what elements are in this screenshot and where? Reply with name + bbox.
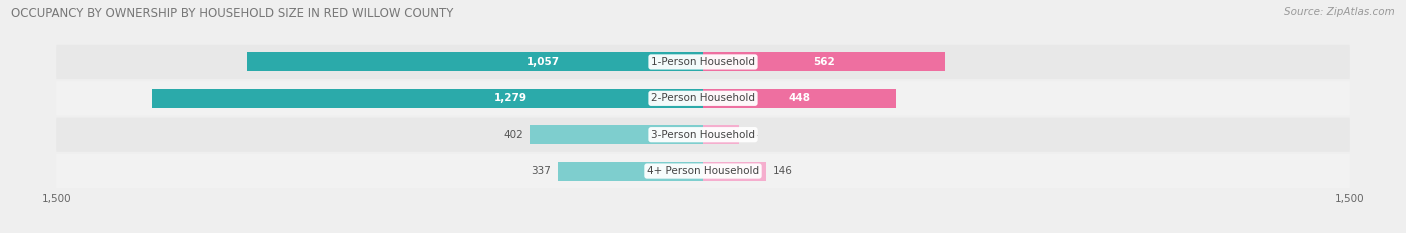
- Bar: [703, 89, 896, 108]
- Text: 2-Person Household: 2-Person Household: [651, 93, 755, 103]
- Bar: [703, 162, 766, 181]
- Text: 84: 84: [745, 130, 759, 140]
- FancyBboxPatch shape: [56, 118, 1350, 152]
- Text: 4+ Person Household: 4+ Person Household: [647, 166, 759, 176]
- Text: 562: 562: [813, 57, 835, 67]
- Text: 402: 402: [503, 130, 523, 140]
- Bar: [703, 125, 740, 144]
- Text: 337: 337: [531, 166, 551, 176]
- Text: 1,279: 1,279: [494, 93, 526, 103]
- Text: 3-Person Household: 3-Person Household: [651, 130, 755, 140]
- Bar: [530, 125, 703, 144]
- Text: OCCUPANCY BY OWNERSHIP BY HOUSEHOLD SIZE IN RED WILLOW COUNTY: OCCUPANCY BY OWNERSHIP BY HOUSEHOLD SIZE…: [11, 7, 454, 20]
- Bar: [247, 52, 703, 71]
- Bar: [152, 89, 703, 108]
- Text: 1,057: 1,057: [527, 57, 560, 67]
- FancyBboxPatch shape: [56, 154, 1350, 188]
- Bar: [558, 162, 703, 181]
- Text: 448: 448: [789, 93, 811, 103]
- Text: Source: ZipAtlas.com: Source: ZipAtlas.com: [1284, 7, 1395, 17]
- Text: 1-Person Household: 1-Person Household: [651, 57, 755, 67]
- Bar: [703, 52, 945, 71]
- Text: 146: 146: [772, 166, 793, 176]
- FancyBboxPatch shape: [56, 81, 1350, 115]
- FancyBboxPatch shape: [56, 45, 1350, 79]
